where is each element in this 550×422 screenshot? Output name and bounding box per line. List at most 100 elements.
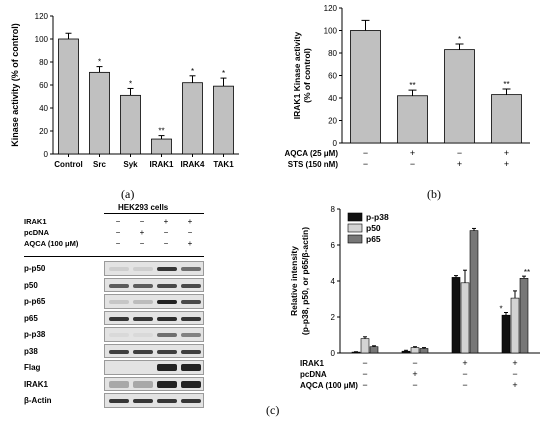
y-tick-label: 20	[328, 117, 337, 126]
bar	[491, 94, 522, 144]
blot-strip	[104, 376, 204, 391]
bar	[58, 38, 79, 155]
bar	[182, 82, 203, 155]
condition-sign: −	[412, 358, 417, 368]
blot-band	[181, 399, 201, 404]
blot-strip	[104, 277, 204, 292]
y-tick-label: 0	[44, 150, 49, 159]
blot-condition-sign: +	[139, 228, 145, 237]
panel-c-letter: (c)	[266, 403, 280, 417]
blot-strip	[104, 294, 204, 309]
blot-band	[109, 300, 129, 305]
blot-band	[109, 283, 129, 288]
category-label: Src	[93, 160, 106, 169]
blot-band	[181, 380, 201, 388]
significance-marker: *	[222, 69, 225, 78]
y-tick-label: 120	[35, 12, 49, 21]
blot-condition-label: IRAK1	[24, 217, 47, 226]
condition-sign: −	[512, 369, 517, 379]
significance-marker: *	[129, 79, 132, 88]
bar	[510, 297, 520, 354]
bar	[469, 230, 479, 354]
blot-condition-label: pcDNA	[24, 228, 50, 237]
blot-row-label: p38	[24, 346, 38, 356]
legend-label: p65	[366, 234, 381, 244]
category-label: TAK1	[213, 160, 234, 169]
kinase-activity-bar-chart: 0 20 40 60 80 100 120 Kinase activity (% of con…	[10, 12, 239, 169]
condition-sign: −	[457, 148, 462, 158]
legend-swatch	[347, 223, 363, 233]
significance-marker: *	[458, 35, 461, 44]
condition-label: AQCA (100 μM)	[300, 381, 358, 390]
blot-band	[109, 399, 129, 404]
condition-sign: −	[462, 380, 467, 390]
blot-band	[109, 267, 129, 272]
y-tick-label: 80	[39, 58, 48, 67]
blot-condition-sign: −	[139, 239, 145, 248]
condition-sign: −	[462, 369, 467, 379]
condition-sign: −	[362, 380, 367, 390]
blot-condition-sign: −	[115, 217, 121, 226]
blot-condition-sign: −	[115, 228, 121, 237]
blot-strip	[104, 327, 204, 342]
blot-band	[181, 300, 201, 305]
blot-band	[157, 316, 177, 321]
blot-divider	[24, 256, 204, 257]
bar	[451, 277, 461, 354]
blot-band	[157, 267, 177, 272]
blot-condition-sign: +	[163, 217, 169, 226]
bar	[151, 138, 172, 155]
condition-label: AQCA (25 μM)	[285, 149, 339, 158]
y-tick-label: 0	[331, 349, 336, 358]
blot-band	[133, 333, 153, 338]
bar	[401, 350, 411, 354]
bar	[410, 347, 420, 354]
condition-sign: −	[362, 358, 367, 368]
bar	[213, 85, 234, 155]
cell-line-label: HEK293 cells	[118, 203, 169, 212]
y-tick-label: 8	[331, 205, 336, 214]
y-tick-label: 100	[324, 27, 338, 36]
bar	[397, 95, 428, 144]
blot-band	[181, 349, 201, 354]
y-tick-label: 6	[331, 241, 336, 250]
blot-condition-sign: −	[115, 239, 121, 248]
blot-row-label: p-p65	[24, 297, 46, 306]
bar	[89, 71, 110, 155]
panel-b-letter: (b)	[427, 187, 441, 201]
bar	[419, 348, 429, 354]
condition-label: pcDNA	[300, 370, 327, 379]
blot-row-label: β-Actin	[24, 396, 52, 405]
condition-sign: −	[412, 380, 417, 390]
condition-sign: +	[504, 148, 509, 158]
blot-band	[133, 349, 153, 354]
blot-band	[109, 316, 129, 321]
y-tick-label: 0	[333, 139, 338, 148]
blot-row-label: p50	[24, 280, 38, 290]
blot-condition-sign: −	[163, 228, 169, 237]
irak1-kinase-activity-bar-chart: 0 20 40 60 80 100 120 IRAK1 Kinase activity(% o…	[285, 4, 530, 169]
condition-sign: −	[362, 369, 367, 379]
significance-marker: *	[191, 67, 194, 76]
legend-label: p50	[366, 223, 381, 233]
blot-strip	[104, 261, 204, 276]
significance-marker: **	[158, 127, 164, 136]
condition-label: STS (150 nM)	[288, 160, 339, 169]
bar	[460, 282, 470, 354]
blot-band	[157, 349, 177, 354]
y-tick-label: 80	[328, 49, 337, 58]
condition-sign: −	[410, 159, 415, 169]
y-axis-label: Kinase activity (% of control)	[10, 23, 20, 147]
category-label: IRAK4	[180, 160, 205, 169]
blot-band	[133, 316, 153, 321]
condition-sign: +	[412, 369, 417, 379]
bar	[369, 346, 379, 354]
legend-swatch	[347, 234, 363, 244]
y-tick-label: 60	[328, 72, 337, 81]
bar	[350, 30, 381, 144]
blot-band	[133, 300, 153, 305]
blot-band	[157, 399, 177, 404]
condition-sign: +	[512, 358, 517, 368]
blot-band	[133, 267, 153, 272]
y-axis-label-line: (% of control)	[302, 48, 312, 103]
